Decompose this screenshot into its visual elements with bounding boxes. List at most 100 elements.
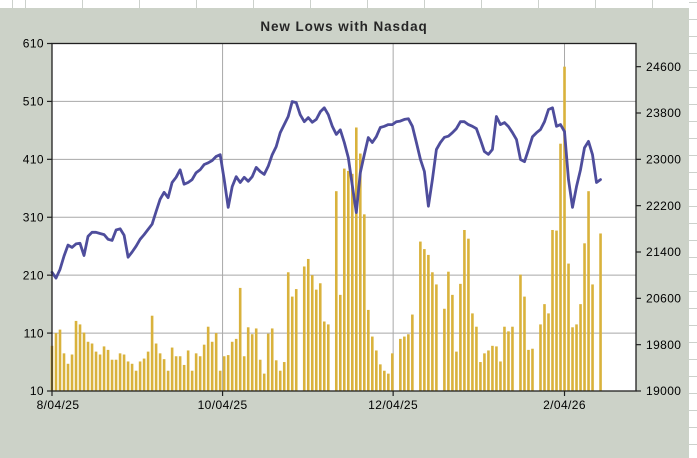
new-lows-bar: [310, 275, 314, 391]
new-lows-bar: [379, 364, 382, 391]
new-lows-bar: [106, 349, 110, 391]
new-lows-bar: [138, 361, 142, 391]
new-lows-bar: [118, 353, 122, 391]
new-lows-bar: [467, 238, 470, 391]
new-lows-bar: [318, 283, 322, 391]
x-axis-tick-label: 10/04/25: [198, 398, 248, 412]
nasdaq-line: [50, 100, 602, 280]
new-lows-bar: [90, 343, 94, 391]
new-lows-bar: [174, 356, 178, 391]
new-lows-bar: [391, 353, 394, 391]
new-lows-bar: [74, 320, 78, 391]
new-lows-bar: [246, 327, 250, 391]
new-lows-bar: [375, 350, 378, 391]
new-lows-bar: [134, 370, 138, 391]
new-lows-bar: [170, 347, 174, 391]
new-lows-bar: [435, 284, 438, 391]
new-lows-bar: [427, 254, 430, 391]
new-lows-bar: [202, 344, 206, 391]
new-lows-bar: [367, 309, 370, 391]
new-lows-bar: [511, 326, 514, 391]
right-axis-tick-label: 19000: [646, 384, 681, 398]
new-lows-bar: [551, 229, 554, 391]
new-lows-bar: [347, 170, 350, 391]
new-lows-bar: [419, 241, 422, 391]
new-lows-bar: [351, 173, 354, 391]
new-lows-bar: [539, 324, 542, 391]
left-axis-tick-label: 310: [23, 210, 44, 224]
new-lows-bar: [399, 338, 402, 392]
new-lows-bar: [282, 362, 286, 391]
axis-labels: 610 510 410 310 210 110 10 24600 23800 23000 22200…: [23, 37, 681, 412]
new-lows-bar: [479, 362, 482, 391]
new-lows-bar: [326, 324, 330, 391]
new-lows-bar: [262, 373, 266, 392]
new-lows-bar: [226, 355, 230, 391]
new-lows-bar: [54, 333, 58, 391]
new-lows-bar: [82, 332, 86, 391]
new-lows-bar: [503, 326, 506, 391]
new-lows-bar: [58, 329, 62, 391]
new-lows-bar: [495, 346, 498, 391]
new-lows-bar: [455, 351, 458, 391]
new-lows-bar: [98, 354, 102, 391]
new-lows-bar: [78, 324, 82, 391]
new-lows-bar: [519, 274, 522, 391]
left-axis-tick-label: 10: [30, 384, 44, 398]
new-lows-bar: [459, 283, 462, 391]
new-lows-bar: [154, 343, 158, 391]
new-lows-bar: [182, 364, 186, 391]
x-axis-tick-label: 8/04/25: [37, 398, 80, 412]
right-axis-tick-label: 20600: [646, 292, 681, 306]
new-lows-bar: [555, 230, 558, 391]
new-lows-bar: [186, 350, 190, 391]
new-lows-bar: [94, 351, 98, 391]
left-axis-tick-label: 410: [23, 153, 44, 167]
new-lows-bar: [451, 294, 454, 391]
new-lows-bar: [258, 359, 262, 391]
new-lows-bar: [575, 324, 578, 391]
new-lows-bar: [447, 271, 450, 391]
new-lows-bar: [70, 354, 74, 391]
new-lows-bar: [302, 266, 306, 391]
new-lows-bar: [294, 289, 298, 391]
new-lows-bar: [130, 363, 134, 391]
new-lows-bar: [543, 304, 546, 392]
chart-title: New Lows with Nasdaq: [260, 19, 427, 34]
new-lows-bar: [290, 296, 294, 391]
new-lows-bar: [254, 328, 258, 391]
new-lows-bar: [266, 333, 270, 391]
new-lows-bar: [363, 214, 366, 391]
new-lows-bar: [483, 353, 486, 391]
x-axis-tick-label: 12/04/25: [368, 398, 418, 412]
left-axis-tick-label: 510: [23, 95, 44, 109]
new-lows-bar: [122, 354, 126, 391]
spreadsheet-top-edge-cells: [0, 0, 697, 8]
new-lows-bar: [342, 168, 346, 391]
left-axis-tick-label: 610: [23, 37, 44, 51]
new-lows-bar: [190, 370, 194, 391]
new-lows-bar: [334, 191, 338, 391]
new-lows-bar: [487, 350, 490, 391]
new-lows-bar: [238, 287, 242, 391]
new-lows-bar: [563, 66, 566, 392]
new-lows-bar: [355, 127, 358, 391]
new-lows-bar: [371, 336, 374, 391]
new-lows-bar-series: [50, 66, 602, 392]
new-lows-bar: [423, 249, 426, 391]
new-lows-bar: [114, 359, 118, 391]
new-lows-bar: [102, 346, 106, 391]
x-axis-tick-label: 2/04/26: [543, 398, 586, 412]
new-lows-bar: [234, 338, 238, 392]
right-axis-tick-label: 24600: [646, 60, 681, 74]
new-lows-bar: [559, 143, 562, 391]
new-lows-bar: [523, 296, 526, 391]
new-lows-bar: [587, 191, 590, 391]
new-lows-bar: [306, 258, 310, 391]
new-lows-bar: [491, 345, 494, 391]
spreadsheet-right-edge-cells: [689, 0, 697, 458]
new-lows-bar: [579, 304, 582, 392]
new-lows-bar: [403, 336, 406, 391]
